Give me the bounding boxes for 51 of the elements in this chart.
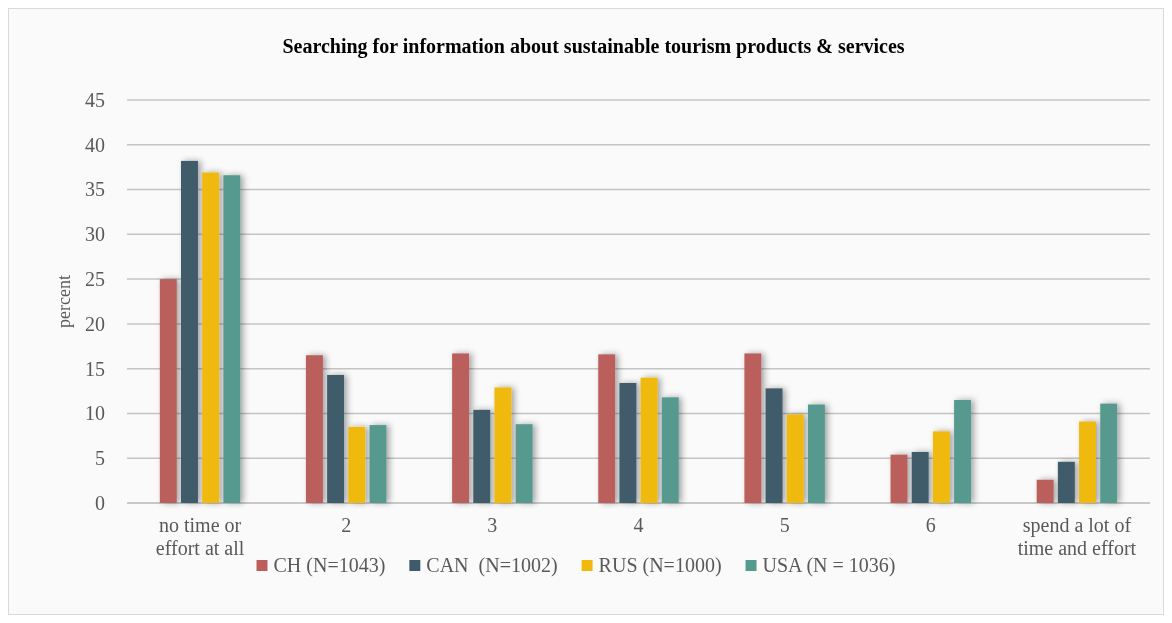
bar — [181, 160, 198, 503]
legend-label: RUS (N=1000) — [598, 554, 722, 577]
bar — [369, 425, 387, 503]
y-tick-label: 40 — [85, 133, 105, 156]
bar — [159, 279, 177, 503]
legend-label: USA (N = 1036) — [762, 554, 896, 577]
y-tick-label: 30 — [85, 223, 105, 246]
x-tick-label: 2 — [341, 514, 352, 537]
y-axis-title: percent — [54, 275, 74, 328]
y-tick-label: 20 — [85, 312, 105, 335]
bar — [452, 353, 470, 503]
x-tick-label: spend a lot of time and effort — [1017, 514, 1137, 559]
bar — [1079, 421, 1096, 503]
y-tick-label: 45 — [85, 88, 105, 111]
x-tick-label: 6 — [925, 514, 936, 537]
y-tick-label: 25 — [85, 268, 105, 291]
y-tick-label: 10 — [85, 402, 105, 425]
bar — [598, 354, 616, 503]
bar — [640, 377, 658, 503]
bar — [744, 353, 762, 503]
bar — [305, 355, 323, 503]
bar — [327, 374, 345, 503]
bar — [890, 454, 908, 503]
y-tick-label: 5 — [95, 447, 105, 470]
bar — [932, 431, 950, 503]
x-tick-label: 3 — [487, 514, 498, 537]
bar — [619, 383, 637, 503]
bar — [1057, 461, 1075, 503]
bar — [807, 404, 825, 503]
x-tick-label: 5 — [779, 514, 790, 537]
bar — [911, 451, 929, 503]
chart-title: Searching for information about sustainable tourism products & services — [282, 35, 905, 58]
bar — [954, 400, 972, 503]
bar — [494, 387, 512, 503]
bar — [1036, 479, 1054, 503]
bar — [786, 414, 804, 503]
legend-label: CAN (N=1002) — [426, 554, 558, 577]
bar — [473, 409, 491, 503]
bar — [765, 388, 783, 503]
bar — [202, 172, 220, 503]
bar — [515, 424, 533, 503]
bar — [1100, 403, 1118, 503]
y-tick-label: 35 — [85, 178, 105, 201]
x-tick-label: 4 — [633, 514, 644, 537]
y-tick-label: 15 — [85, 357, 105, 380]
legend-label: CH (N=1043) — [273, 554, 386, 577]
bar — [348, 426, 366, 503]
y-tick-label: 0 — [95, 491, 105, 514]
x-tick-label: no time or effort at all — [155, 514, 245, 559]
bar — [223, 175, 241, 503]
bar — [661, 397, 679, 503]
